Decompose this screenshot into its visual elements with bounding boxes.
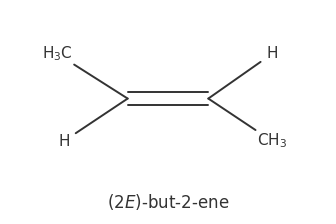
Text: H: H (58, 134, 70, 149)
Text: H$_3$C: H$_3$C (42, 44, 73, 63)
Text: CH$_3$: CH$_3$ (257, 132, 287, 151)
Text: H: H (266, 46, 278, 61)
Text: (2$\it{E}$)-but-2-ene: (2$\it{E}$)-but-2-ene (107, 192, 229, 212)
